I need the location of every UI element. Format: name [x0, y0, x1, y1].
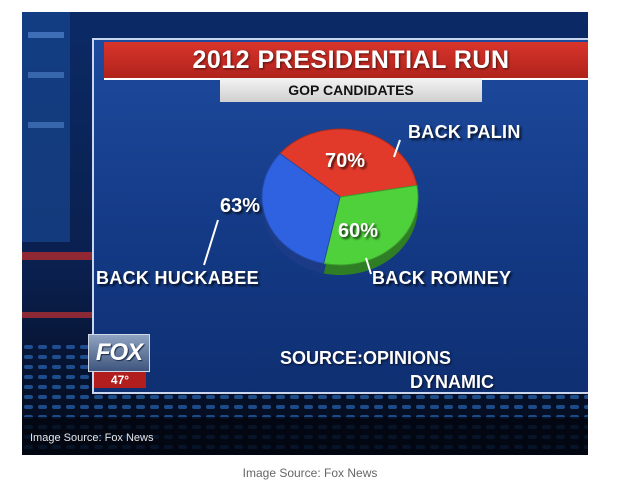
romney-leader-line [365, 257, 372, 275]
slice-value-romney: 60% [338, 220, 379, 242]
subtitle-bar: GOP CANDIDATES [220, 78, 482, 102]
fox-logo-text: FOX [95, 339, 143, 366]
pie-slice-huckabee [261, 152, 341, 265]
title-bar: 2012 PRESIDENTIAL RUN [104, 42, 588, 80]
photo-caption: Image Source: Fox News [30, 432, 154, 444]
source-line-1: SOURCE:OPINIONS [280, 348, 452, 368]
chart-title: 2012 PRESIDENTIAL RUN [192, 45, 510, 74]
slice-label-romney: BACK ROMNEY [372, 268, 512, 288]
broadcast-photo: 2012 PRESIDENTIAL RUN GOP CANDIDATES 70%… [22, 12, 588, 455]
chart-subtitle: GOP CANDIDATES [288, 82, 414, 98]
slice-label-huckabee: BACK HUCKABEE [96, 268, 259, 288]
huckabee-leader-line [203, 219, 219, 266]
slice-value-huckabee: 63% [220, 195, 261, 217]
pie-slice-palin [279, 128, 418, 198]
palin-leader-line [393, 139, 401, 158]
source-line-2: DYNAMIC [410, 372, 494, 392]
slice-label-palin: BACK PALIN [408, 122, 521, 142]
channel-temperature: 47° [94, 372, 146, 388]
pie-slice-romney [323, 184, 419, 266]
page-caption: Image Source: Fox News [242, 466, 378, 480]
fox-logo: FOX [88, 334, 150, 372]
pie-chart [203, 128, 419, 276]
slice-value-palin: 70% [325, 150, 366, 172]
